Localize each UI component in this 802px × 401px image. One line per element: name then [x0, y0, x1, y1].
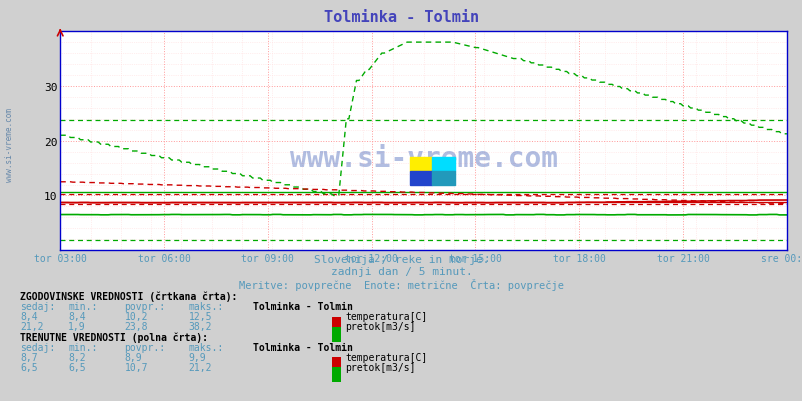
- Text: 10,2: 10,2: [124, 312, 148, 322]
- Text: Meritve: povprečne  Enote: metrične  Črta: povprečje: Meritve: povprečne Enote: metrične Črta:…: [239, 279, 563, 291]
- Text: pretok[m3/s]: pretok[m3/s]: [345, 362, 415, 372]
- Text: TRENUTNE VREDNOSTI (polna črta):: TRENUTNE VREDNOSTI (polna črta):: [20, 332, 208, 342]
- Text: Slovenija / reke in morje.: Slovenija / reke in morje.: [314, 255, 488, 265]
- Bar: [409, 171, 432, 185]
- Text: pretok[m3/s]: pretok[m3/s]: [345, 322, 415, 332]
- Text: 23,8: 23,8: [124, 322, 148, 332]
- Text: 12,5: 12,5: [188, 312, 212, 322]
- Text: 38,2: 38,2: [188, 322, 212, 332]
- Bar: [432, 171, 455, 185]
- Bar: [432, 158, 455, 171]
- Text: 8,2: 8,2: [68, 352, 86, 362]
- Text: www.si-vreme.com: www.si-vreme.com: [5, 107, 14, 181]
- Text: 10,7: 10,7: [124, 362, 148, 372]
- Text: 6,5: 6,5: [68, 362, 86, 372]
- Text: maks.:: maks.:: [188, 342, 224, 352]
- Text: Tolminka - Tolmin: Tolminka - Tolmin: [323, 10, 479, 25]
- Text: 1,9: 1,9: [68, 322, 86, 332]
- Text: 8,7: 8,7: [20, 352, 38, 362]
- Text: sedaj:: sedaj:: [20, 302, 55, 312]
- Text: 8,9: 8,9: [124, 352, 142, 362]
- Text: maks.:: maks.:: [188, 302, 224, 312]
- Text: min.:: min.:: [68, 342, 98, 352]
- Text: 21,2: 21,2: [188, 362, 212, 372]
- Text: povpr.:: povpr.:: [124, 342, 165, 352]
- Text: zadnji dan / 5 minut.: zadnji dan / 5 minut.: [330, 267, 472, 277]
- Text: povpr.:: povpr.:: [124, 302, 165, 312]
- Text: 21,2: 21,2: [20, 322, 43, 332]
- Text: temperatura[C]: temperatura[C]: [345, 312, 427, 322]
- Text: min.:: min.:: [68, 302, 98, 312]
- Text: Tolminka - Tolmin: Tolminka - Tolmin: [253, 342, 352, 352]
- Text: 8,4: 8,4: [68, 312, 86, 322]
- Text: 9,9: 9,9: [188, 352, 206, 362]
- Text: sedaj:: sedaj:: [20, 342, 55, 352]
- Bar: [409, 158, 432, 171]
- Text: 8,4: 8,4: [20, 312, 38, 322]
- Text: temperatura[C]: temperatura[C]: [345, 352, 427, 362]
- Text: 6,5: 6,5: [20, 362, 38, 372]
- Text: www.si-vreme.com: www.si-vreme.com: [290, 145, 557, 173]
- Text: Tolminka - Tolmin: Tolminka - Tolmin: [253, 302, 352, 312]
- Text: ZGODOVINSKE VREDNOSTI (črtkana črta):: ZGODOVINSKE VREDNOSTI (črtkana črta):: [20, 291, 237, 301]
